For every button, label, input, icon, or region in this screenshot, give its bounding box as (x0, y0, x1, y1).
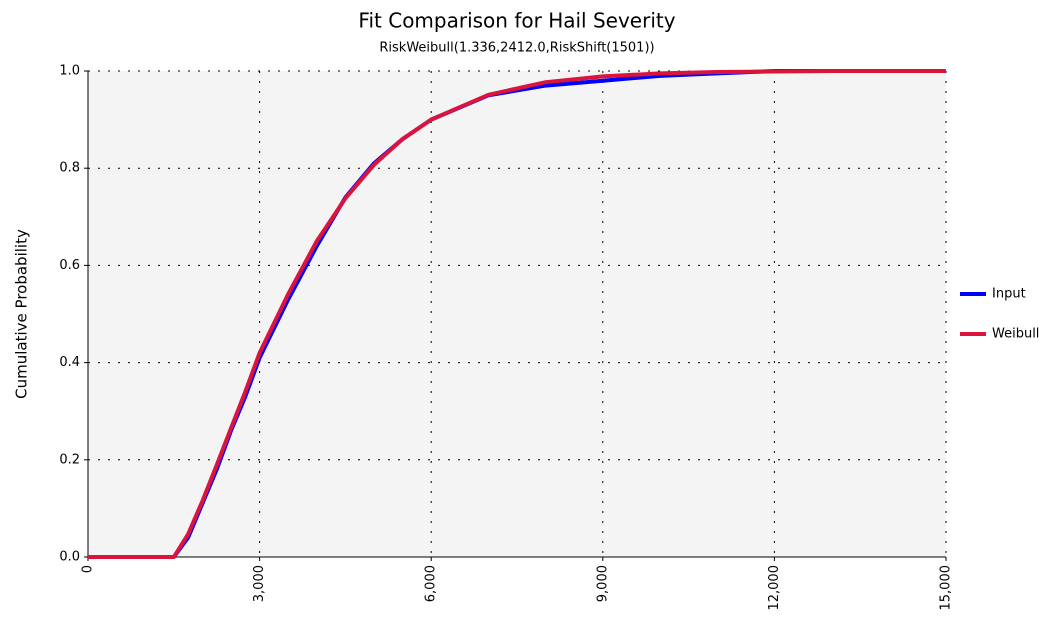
x-tick-label: 6,000 (424, 565, 439, 602)
x-tick-label: 3,000 (252, 565, 267, 602)
x-tick-label: 9,000 (595, 565, 610, 602)
y-tick-label: 0.8 (59, 161, 80, 176)
y-tick-label: 0.0 (59, 550, 80, 565)
chart-title: Fit Comparison for Hail Severity (358, 9, 675, 33)
x-tick-label: 15,000 (939, 565, 954, 611)
plot-area (88, 71, 946, 557)
y-axis-label: Cumulative Probability (13, 229, 31, 399)
x-tick-label: 0 (81, 565, 96, 573)
series-line (88, 69, 946, 559)
y-tick-label: 0.6 (59, 258, 80, 273)
y-tick-label: 0.2 (59, 452, 80, 467)
x-tick-label: 12,000 (767, 565, 782, 611)
legend-label: Input (992, 287, 1026, 302)
legend-label: Weibull (992, 327, 1039, 342)
chart-subtitle: RiskWeibull(1.336,2412.0,RiskShift(1501)… (379, 41, 654, 56)
y-tick-label: 1.0 (59, 64, 80, 79)
y-tick-label: 0.4 (59, 355, 80, 370)
